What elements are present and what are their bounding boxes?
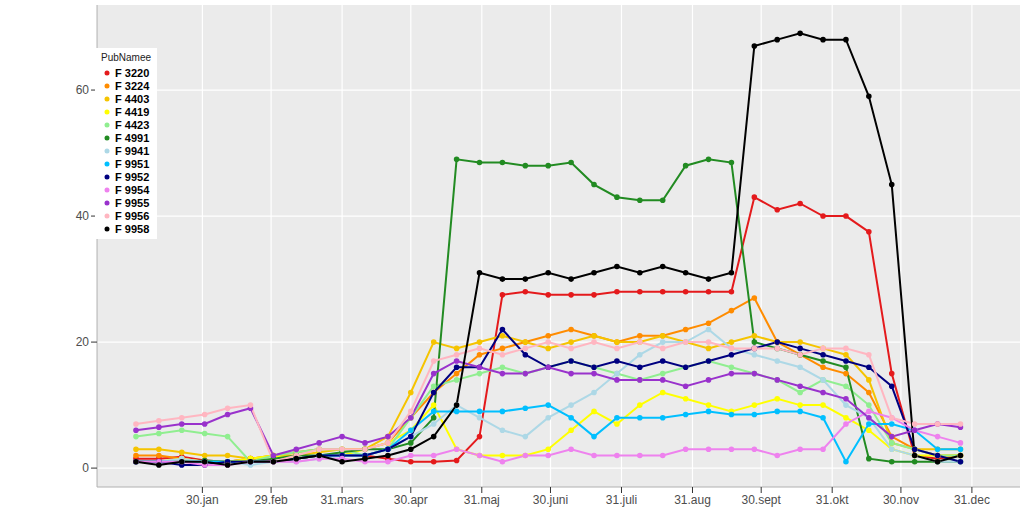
svg-text:31.dec: 31.dec <box>954 493 990 507</box>
svg-text:60: 60 <box>76 83 90 97</box>
svg-text:30.jan: 30.jan <box>186 493 219 507</box>
html-text:F 9951: F 9951 <box>115 157 150 170</box>
html-text:PubNamee: PubNamee <box>101 52 151 63</box>
html-text:F 9952: F 9952 <box>115 170 150 183</box>
html-text:F 9954: F 9954 <box>115 183 150 196</box>
html-text:F 9956: F 9956 <box>115 209 150 222</box>
svg-text:31.maj: 31.maj <box>464 493 500 507</box>
svg-text:0: 0 <box>82 461 89 475</box>
svg-text:30.nov: 30.nov <box>883 493 919 507</box>
html-text:F 4423: F 4423 <box>115 118 150 131</box>
html-text:F 3220: F 3220 <box>115 66 150 79</box>
svg-text:31.juli: 31.juli <box>606 493 637 507</box>
svg-text:31.mars: 31.mars <box>320 493 363 507</box>
svg-text:29.feb: 29.feb <box>254 493 288 507</box>
svg-text:31.okt: 31.okt <box>816 493 849 507</box>
html-text:F 4419: F 4419 <box>115 105 150 118</box>
html-text:F 3224: F 3224 <box>115 79 150 92</box>
html-text:F 9941: F 9941 <box>115 144 150 157</box>
svg-text:30.juni: 30.juni <box>533 493 568 507</box>
html-text:F 9955: F 9955 <box>115 196 150 209</box>
html-text:F 9958: F 9958 <box>115 222 150 235</box>
html-text:F 4991: F 4991 <box>115 131 150 144</box>
svg-text:30.sept: 30.sept <box>742 493 782 507</box>
html-text:F 4403: F 4403 <box>115 92 150 105</box>
svg-text:20: 20 <box>76 335 90 349</box>
svg-text:31.aug: 31.aug <box>674 493 711 507</box>
svg-text:30.apr: 30.apr <box>394 493 428 507</box>
svg-text:40: 40 <box>76 209 90 223</box>
